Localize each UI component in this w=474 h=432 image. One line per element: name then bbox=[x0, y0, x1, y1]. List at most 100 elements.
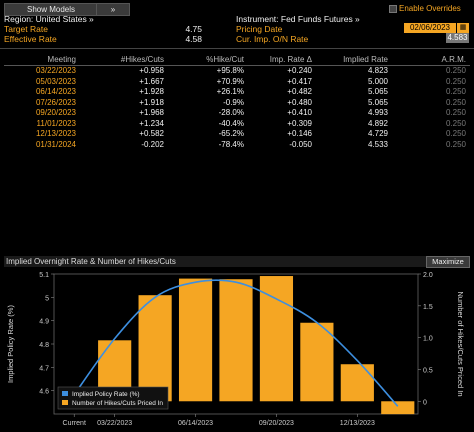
x-tick-label: 06/14/2023 bbox=[178, 420, 213, 427]
cell-imp-rate-delta: +0.480 bbox=[287, 97, 312, 107]
y-right-axis-label: Number of Hikes/Cuts Priced In bbox=[456, 291, 465, 396]
cell-imp-rate-delta: +0.410 bbox=[287, 108, 312, 117]
cell-hikes-cuts: +1.234 bbox=[139, 118, 164, 128]
expand-arrow-button[interactable]: » bbox=[96, 3, 130, 16]
cur-imp-rate-label: Cur. Imp. O/N Rate bbox=[236, 34, 309, 44]
cell-implied-rate: 4.993 bbox=[367, 108, 388, 117]
bar-hikes-cuts[interactable] bbox=[340, 364, 374, 402]
bar-hikes-cuts[interactable] bbox=[300, 322, 334, 402]
legend-swatch-bar bbox=[62, 400, 68, 405]
cell-arm: 0.250 bbox=[445, 118, 466, 128]
table-body: 03/22/2023 +0.958 +95.8% +0.240 4.823 0.250 05… bbox=[4, 66, 470, 150]
x-tick-label: 09/20/2023 bbox=[259, 420, 294, 427]
cell-implied-rate: 4.729 bbox=[367, 129, 388, 138]
col-header-pct-hike-cut[interactable]: %Hike/Cut bbox=[206, 55, 244, 64]
cell-meeting: 01/31/2024 bbox=[35, 139, 76, 149]
table-row[interactable]: 09/20/2023 +1.968 -28.0% +0.410 4.993 0.250 bbox=[4, 108, 470, 119]
y-left-tick-label: 4.9 bbox=[39, 319, 49, 326]
table-row[interactable]: 11/01/2023 +1.234 -40.4% +0.309 4.892 0.250 bbox=[4, 119, 470, 130]
bar-hikes-cuts[interactable] bbox=[138, 295, 172, 402]
cell-imp-rate-delta: +0.146 bbox=[287, 129, 312, 138]
region-selector[interactable]: Region: United States » bbox=[4, 14, 94, 24]
target-rate-label: Target Rate bbox=[4, 24, 48, 34]
cell-pct-hike-cut: -78.4% bbox=[218, 139, 244, 149]
y-left-tick-label: 4.7 bbox=[39, 365, 49, 372]
checkbox-icon[interactable] bbox=[389, 5, 397, 13]
y-left-tick-label: 4.8 bbox=[39, 342, 49, 349]
cell-imp-rate-delta: +0.417 bbox=[287, 76, 312, 86]
legend-label-bar: Number of Hikes/Cuts Priced In bbox=[72, 400, 163, 407]
table-header-row: Meeting #Hikes/Cuts %Hike/Cut Imp. Rate … bbox=[4, 54, 470, 66]
calendar-icon[interactable]: ▦ bbox=[457, 23, 469, 33]
y-right-tick-label: 1.0 bbox=[423, 336, 433, 343]
cell-hikes-cuts: +1.928 bbox=[139, 87, 164, 96]
x-tick-label: 03/22/2023 bbox=[97, 420, 132, 427]
cell-arm: 0.250 bbox=[445, 129, 466, 138]
cell-pct-hike-cut: -65.2% bbox=[218, 129, 244, 138]
instrument-selector[interactable]: Instrument: Fed Funds Futures » bbox=[236, 14, 360, 24]
table-row[interactable]: 12/13/2023 +0.582 -65.2% +0.146 4.729 0.250 bbox=[4, 129, 470, 140]
cell-meeting: 05/03/2023 bbox=[35, 76, 76, 86]
cur-imp-rate-value: 4.583 bbox=[446, 33, 469, 43]
col-header-arm[interactable]: A.R.M. bbox=[441, 55, 466, 64]
table-row[interactable]: 06/14/2023 +1.928 +26.1% +0.482 5.065 0.250 bbox=[4, 87, 470, 98]
cell-meeting: 11/01/2023 bbox=[36, 118, 76, 128]
table-row[interactable]: 03/22/2023 +0.958 +95.8% +0.240 4.823 0.250 bbox=[4, 66, 470, 77]
bar-hikes-cuts[interactable] bbox=[178, 278, 213, 402]
cell-pct-hike-cut: -28.0% bbox=[218, 108, 244, 117]
x-tick-label: Current bbox=[63, 420, 86, 427]
table-row[interactable]: 05/03/2023 +1.667 +70.9% +0.417 5.000 0.250 bbox=[4, 77, 470, 88]
bar-hikes-cuts[interactable] bbox=[259, 276, 294, 402]
meetings-table: Meeting #Hikes/Cuts %Hike/Cut Imp. Rate … bbox=[4, 54, 470, 150]
col-header-hikes-cuts[interactable]: #Hikes/Cuts bbox=[120, 55, 164, 64]
effective-rate-value: 4.58 bbox=[185, 34, 202, 44]
cell-implied-rate: 5.065 bbox=[367, 87, 388, 96]
cell-imp-rate-delta: +0.309 bbox=[287, 118, 312, 128]
y-left-axis-label: Implied Policy Rate (%) bbox=[6, 305, 15, 383]
line-implied-policy-rate[interactable] bbox=[73, 279, 399, 407]
pricing-date-label: Pricing Date bbox=[236, 24, 283, 34]
cell-hikes-cuts: +1.918 bbox=[139, 97, 164, 107]
cell-pct-hike-cut: -0.9% bbox=[223, 97, 244, 107]
header-divider bbox=[0, 48, 474, 49]
table-row[interactable]: 07/26/2023 +1.918 -0.9% +0.480 5.065 0.250 bbox=[4, 98, 470, 109]
legend-label-line: Implied Policy Rate (%) bbox=[72, 391, 140, 398]
enable-overrides-checkbox[interactable]: Enable Overrides bbox=[389, 3, 471, 14]
y-right-tick-label: 2.0 bbox=[423, 272, 433, 279]
y-right-tick-label: 0.5 bbox=[423, 367, 433, 374]
bar-hikes-cuts[interactable] bbox=[219, 279, 253, 402]
cell-implied-rate: 4.823 bbox=[367, 66, 388, 75]
pricing-date-input[interactable]: 02/06/2023 bbox=[404, 23, 456, 33]
effective-rate-label: Effective Rate bbox=[4, 34, 57, 44]
legend-swatch-line bbox=[62, 391, 68, 396]
cell-meeting: 12/13/2023 bbox=[35, 129, 76, 138]
x-tick-label: 12/13/2023 bbox=[340, 420, 375, 427]
cell-implied-rate: 4.533 bbox=[367, 139, 388, 149]
cell-imp-rate-delta: -0.050 bbox=[289, 139, 312, 149]
cell-meeting: 03/22/2023 bbox=[35, 66, 76, 75]
target-rate-value: 4.75 bbox=[185, 24, 202, 34]
cell-imp-rate-delta: +0.482 bbox=[287, 87, 312, 96]
cell-imp-rate-delta: +0.240 bbox=[287, 66, 312, 75]
cell-arm: 0.250 bbox=[445, 97, 466, 107]
cell-implied-rate: 5.065 bbox=[367, 97, 388, 107]
cell-hikes-cuts: +0.958 bbox=[139, 66, 164, 75]
y-left-tick-label: 4.6 bbox=[39, 389, 49, 396]
y-right-tick-label: 0 bbox=[423, 399, 427, 406]
cell-hikes-cuts: +1.667 bbox=[139, 76, 164, 86]
table-row[interactable]: 01/31/2024 -0.202 -78.4% -0.050 4.533 0.250 bbox=[4, 140, 470, 151]
chart-legend bbox=[57, 386, 169, 410]
bar-hikes-cuts[interactable] bbox=[381, 401, 415, 415]
cell-arm: 0.250 bbox=[445, 76, 466, 86]
cell-arm: 0.250 bbox=[445, 108, 466, 117]
col-header-implied-rate[interactable]: Implied Rate bbox=[343, 55, 388, 64]
cell-meeting: 09/20/2023 bbox=[35, 108, 76, 117]
cell-hikes-cuts: +1.968 bbox=[139, 108, 164, 117]
cell-implied-rate: 5.000 bbox=[367, 76, 388, 86]
cell-pct-hike-cut: +26.1% bbox=[216, 87, 244, 96]
maximize-button[interactable]: Maximize bbox=[426, 256, 470, 268]
col-header-imp-rate-delta[interactable]: Imp. Rate Δ bbox=[269, 55, 312, 64]
col-header-meeting[interactable]: Meeting bbox=[47, 55, 76, 64]
y-left-tick-label: 5 bbox=[45, 295, 49, 302]
cell-arm: 0.250 bbox=[445, 66, 466, 75]
